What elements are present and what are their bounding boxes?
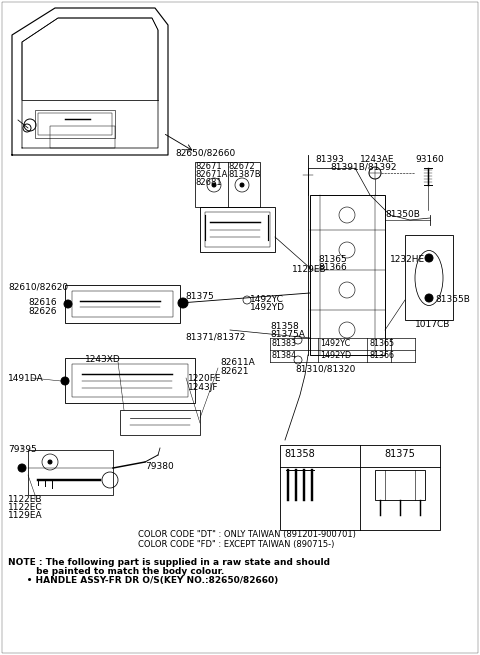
Text: 1129EA: 1129EA xyxy=(8,511,43,520)
Bar xyxy=(72,364,188,397)
Text: 79380: 79380 xyxy=(145,462,174,471)
Circle shape xyxy=(425,254,433,262)
Text: 81366: 81366 xyxy=(318,263,347,272)
Text: 1243JF: 1243JF xyxy=(188,383,218,392)
Text: 81391B/81392: 81391B/81392 xyxy=(330,162,396,171)
Bar xyxy=(50,126,115,148)
Bar xyxy=(195,162,260,207)
Text: 82626: 82626 xyxy=(28,307,57,316)
Text: 81387B: 81387B xyxy=(228,170,261,179)
Text: COLOR CODE "FD" : EXCEPT TAIWAN (890715-): COLOR CODE "FD" : EXCEPT TAIWAN (890715-… xyxy=(138,540,335,549)
Text: 1122EC: 1122EC xyxy=(8,503,43,512)
Bar xyxy=(310,195,385,355)
Text: 82621: 82621 xyxy=(220,367,249,376)
Text: 82611A: 82611A xyxy=(220,358,255,367)
Text: 81371/81372: 81371/81372 xyxy=(185,332,245,341)
Bar xyxy=(65,285,180,323)
Circle shape xyxy=(18,464,26,472)
Bar xyxy=(205,212,270,247)
Text: 81365: 81365 xyxy=(370,339,395,348)
Bar xyxy=(375,470,425,500)
Text: 82671: 82671 xyxy=(195,162,222,171)
Text: 1492YD: 1492YD xyxy=(250,303,285,312)
Text: 93160: 93160 xyxy=(415,155,444,164)
Text: 1220FE: 1220FE xyxy=(188,374,221,383)
Bar xyxy=(120,410,200,435)
Text: 82616: 82616 xyxy=(28,298,57,307)
Bar xyxy=(405,235,453,320)
Circle shape xyxy=(64,300,72,308)
Text: COLOR CODE "DT" : ONLY TAIWAN (891201-900701): COLOR CODE "DT" : ONLY TAIWAN (891201-90… xyxy=(138,530,356,539)
Bar xyxy=(38,113,112,135)
Circle shape xyxy=(240,183,244,187)
Circle shape xyxy=(178,298,188,308)
Text: 79395: 79395 xyxy=(8,445,37,454)
Circle shape xyxy=(425,294,433,302)
Text: 81358: 81358 xyxy=(285,449,315,459)
Text: 81375: 81375 xyxy=(384,449,415,459)
Circle shape xyxy=(48,460,52,464)
Text: 81350B: 81350B xyxy=(385,210,420,219)
Text: 82672: 82672 xyxy=(228,162,254,171)
Text: 1492YC: 1492YC xyxy=(250,295,284,304)
Text: 1017CB: 1017CB xyxy=(415,320,450,329)
Text: 82671A: 82671A xyxy=(195,170,228,179)
Circle shape xyxy=(212,183,216,187)
Text: 1129EB: 1129EB xyxy=(292,265,326,274)
Text: 81365: 81365 xyxy=(318,255,347,264)
Text: 1232HE: 1232HE xyxy=(390,255,425,264)
Circle shape xyxy=(61,377,69,385)
Bar xyxy=(280,445,440,530)
Text: 81375: 81375 xyxy=(185,292,214,301)
Text: 81366: 81366 xyxy=(370,351,395,360)
Bar xyxy=(35,110,115,138)
Text: 1492YC: 1492YC xyxy=(320,339,350,348)
Text: NOTE : The following part is supplied in a raw state and should: NOTE : The following part is supplied in… xyxy=(8,558,330,567)
Text: 1243AE: 1243AE xyxy=(360,155,395,164)
Text: 1122EB: 1122EB xyxy=(8,495,43,504)
Text: 81358: 81358 xyxy=(270,322,299,331)
Text: 1243XD: 1243XD xyxy=(85,355,121,364)
Text: 81355B: 81355B xyxy=(435,295,470,304)
Text: 81393: 81393 xyxy=(315,155,344,164)
Bar xyxy=(65,358,195,403)
Text: 1492YD: 1492YD xyxy=(320,351,351,360)
Text: be painted to match the body colour.: be painted to match the body colour. xyxy=(8,567,224,576)
Text: 81310/81320: 81310/81320 xyxy=(295,365,355,374)
Text: 81384: 81384 xyxy=(272,351,297,360)
Text: 81383: 81383 xyxy=(272,339,297,348)
Text: • HANDLE ASSY-FR DR O/S(KEY NO.:82650/82660): • HANDLE ASSY-FR DR O/S(KEY NO.:82650/82… xyxy=(8,576,278,585)
Bar xyxy=(72,291,173,317)
Bar xyxy=(200,207,275,252)
Text: 82681: 82681 xyxy=(195,178,222,187)
Text: 82610/82620: 82610/82620 xyxy=(8,283,68,292)
Bar xyxy=(28,450,113,495)
Text: 1491DA: 1491DA xyxy=(8,374,44,383)
Text: 81375A: 81375A xyxy=(270,330,305,339)
Text: 82650/82660: 82650/82660 xyxy=(175,148,235,157)
